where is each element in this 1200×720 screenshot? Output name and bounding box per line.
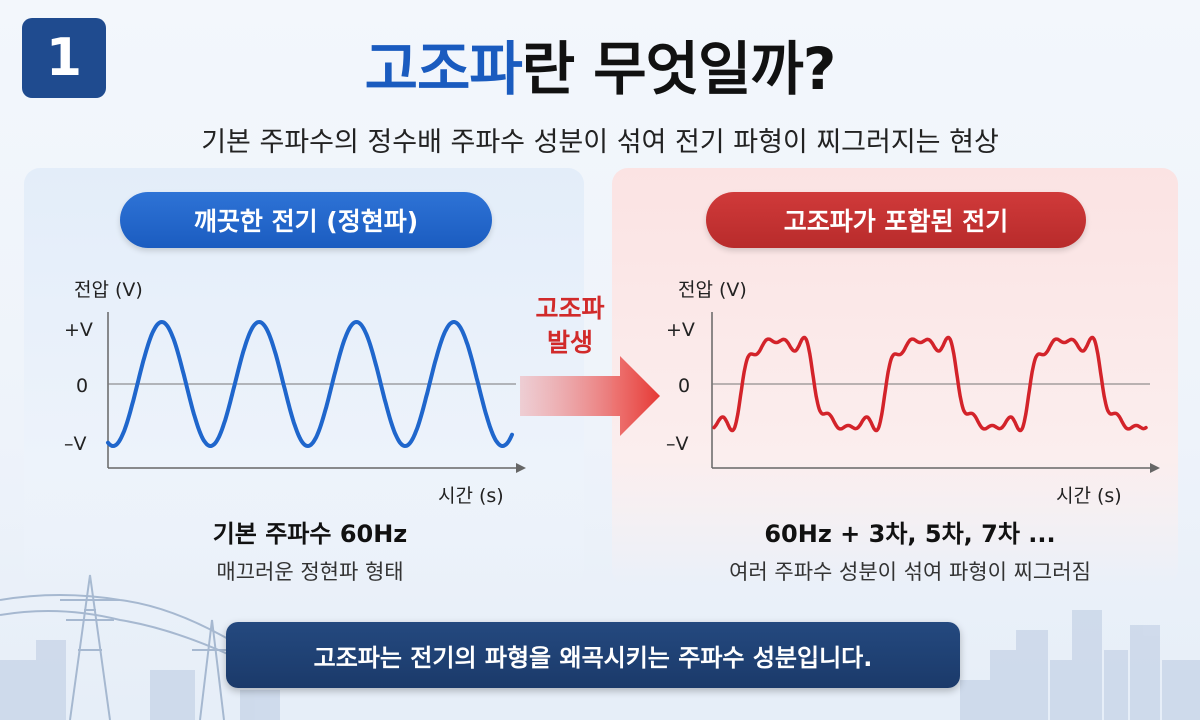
right-y-axis-label: 전압 (V) [678, 279, 747, 301]
transition-arrow-icon [520, 356, 660, 436]
sine-wave-plot: 전압 (V) +V 0 –V 시간 (s) [64, 279, 526, 507]
left-x-axis-label: 시간 (s) [438, 485, 504, 507]
subtitle: 기본 주파수의 정수배 주파수 성분이 섞여 전기 파형이 찌그러지는 현상 [201, 127, 999, 158]
clean-caption-title: 기본 주파수 60Hz [212, 520, 408, 548]
summary-banner: 고조파는 전기의 파형을 왜곡시키는 주파수 성분입니다. [226, 622, 960, 688]
distorted-wave-plot: 전압 (V) +V 0 –V 시간 (s) [666, 279, 1160, 507]
harmonic-occurrence-label: 고조파 발생 [535, 294, 605, 357]
title-highlight: 고조파 [364, 35, 523, 103]
right-x-axis-arrow [1150, 463, 1160, 473]
right-ytick-neg: –V [666, 433, 689, 455]
left-x-axis-arrow [516, 463, 526, 473]
section-number-badge: 1 [22, 18, 106, 98]
right-ytick-pos: +V [666, 319, 695, 341]
right-ytick-zero: 0 [678, 375, 690, 397]
sine-wave-line [106, 319, 514, 449]
harmonic-caption-text: 여러 주파수 성분이 섞여 파형이 찌그러짐 [729, 560, 1091, 584]
title-rest: 란 무엇일까? [521, 35, 837, 103]
left-y-axis-label: 전압 (V) [74, 279, 143, 301]
harmonic-power-label: 고조파가 포함된 전기 [706, 192, 1086, 248]
clean-caption-text: 매끄러운 정현파 형태 [216, 560, 404, 584]
right-x-axis-label: 시간 (s) [1056, 485, 1122, 507]
left-ytick-pos: +V [64, 319, 93, 341]
distorted-wave-line [712, 335, 1148, 433]
left-ytick-neg: –V [64, 433, 87, 455]
page-title: 고조파란 무엇일까? [0, 22, 1200, 106]
clean-power-label: 깨끗한 전기 (정현파) [120, 192, 492, 248]
left-ytick-zero: 0 [76, 375, 88, 397]
harmonic-caption-title: 60Hz + 3차, 5차, 7차 ... [764, 520, 1056, 548]
